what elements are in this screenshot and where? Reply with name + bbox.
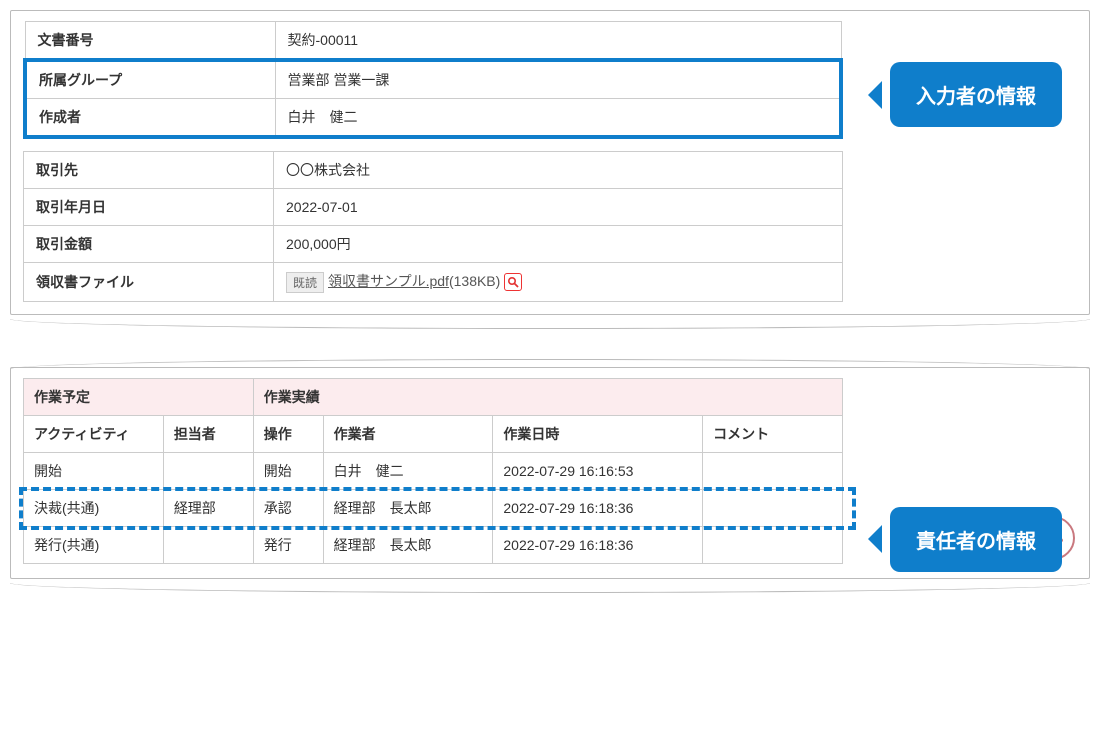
cell-datetime: 2022-07-29 16:18:36 — [493, 489, 703, 526]
lower-section: 作業予定 作業実績 アクティビティ 担当者 操作 作業者 作業日時 コメント 開… — [10, 359, 1090, 593]
group-header-actual: 作業実績 — [253, 378, 842, 415]
work-table: 作業予定 作業実績 アクティビティ 担当者 操作 作業者 作業日時 コメント 開… — [23, 378, 843, 564]
cell-assignee — [163, 452, 253, 489]
field-label: 所属グループ — [25, 60, 275, 99]
cell-operation: 開始 — [253, 452, 323, 489]
field-value: 200,000円 — [274, 226, 843, 263]
field-label: 領収書ファイル — [24, 263, 274, 302]
panel-bottom-edge — [10, 319, 1090, 329]
table-row: 取引年月日2022-07-01 — [24, 189, 843, 226]
table-row: 領収書ファイル既読領収書サンプル.pdf(138KB) — [24, 263, 843, 302]
cell-assignee — [163, 526, 253, 563]
cell-operation: 発行 — [253, 526, 323, 563]
callout-input-user: 入力者の情報 — [890, 62, 1062, 127]
document-table: 文書番号契約-00011所属グループ営業部 営業一課作成者白井 健二 — [23, 21, 843, 139]
transaction-table: 取引先〇〇株式会社取引年月日2022-07-01取引金額200,000円領収書フ… — [23, 151, 843, 302]
field-label: 作成者 — [25, 99, 275, 138]
callout-responsible-label: 責任者の情報 — [916, 531, 1036, 553]
table-row: 開始開始白井 健二2022-07-29 16:16:53 — [24, 452, 843, 489]
cell-datetime: 2022-07-29 16:18:36 — [493, 526, 703, 563]
cell-datetime: 2022-07-29 16:16:53 — [493, 452, 703, 489]
field-label: 取引年月日 — [24, 189, 274, 226]
field-label: 取引金額 — [24, 226, 274, 263]
cell-comment — [703, 452, 843, 489]
col-operation: 操作 — [253, 415, 323, 452]
table-row: 文書番号契約-00011 — [25, 22, 841, 61]
field-value: 営業部 営業一課 — [275, 60, 841, 99]
read-status-badge: 既読 — [286, 272, 324, 293]
table-row: 所属グループ営業部 営業一課 — [25, 60, 841, 99]
cell-activity: 発行(共通) — [24, 526, 164, 563]
field-value: 契約-00011 — [275, 22, 841, 61]
cell-worker: 経理部 長太郎 — [323, 526, 493, 563]
document-panel: 文書番号契約-00011所属グループ営業部 営業一課作成者白井 健二 取引先〇〇… — [10, 10, 1090, 315]
col-datetime: 作業日時 — [493, 415, 703, 452]
file-cell: 既読領収書サンプル.pdf(138KB) — [274, 263, 843, 302]
cell-worker: 経理部 長太郎 — [323, 489, 493, 526]
file-size: (138KB) — [449, 273, 500, 289]
work-table-group-row: 作業予定 作業実績 — [24, 378, 843, 415]
field-label: 文書番号 — [25, 22, 275, 61]
col-worker: 作業者 — [323, 415, 493, 452]
field-label: 取引先 — [24, 152, 274, 189]
file-link[interactable]: 領収書サンプル.pdf — [328, 273, 449, 289]
table-row: 作成者白井 健二 — [25, 99, 841, 138]
magnify-icon[interactable] — [504, 273, 522, 291]
field-value: 白井 健二 — [275, 99, 841, 138]
cell-activity: 決裁(共通) — [24, 489, 164, 526]
col-comment: コメント — [703, 415, 843, 452]
cell-comment — [703, 489, 843, 526]
cell-assignee: 経理部 — [163, 489, 253, 526]
cell-activity: 開始 — [24, 452, 164, 489]
table-row: 発行(共通) 発行経理部 長太郎2022-07-29 16:18:36 — [24, 526, 843, 563]
panel-bottom-edge-2 — [10, 583, 1090, 593]
cell-operation: 承認 — [253, 489, 323, 526]
cell-comment — [703, 526, 843, 563]
work-table-col-row: アクティビティ 担当者 操作 作業者 作業日時 コメント — [24, 415, 843, 452]
table-row: 取引先〇〇株式会社 — [24, 152, 843, 189]
table-row: 決裁(共通)経理部承認経理部 長太郎2022-07-29 16:18:36 — [24, 489, 843, 526]
field-value: 〇〇株式会社 — [274, 152, 843, 189]
upper-section: 文書番号契約-00011所属グループ営業部 営業一課作成者白井 健二 取引先〇〇… — [10, 10, 1090, 329]
cell-worker: 白井 健二 — [323, 452, 493, 489]
callout-input-user-label: 入力者の情報 — [916, 86, 1036, 108]
field-value: 2022-07-01 — [274, 189, 843, 226]
table-row: 取引金額200,000円 — [24, 226, 843, 263]
col-activity: アクティビティ — [24, 415, 164, 452]
group-header-plan: 作業予定 — [24, 378, 254, 415]
col-assignee: 担当者 — [163, 415, 253, 452]
callout-responsible: 責任者の情報 — [890, 507, 1062, 572]
